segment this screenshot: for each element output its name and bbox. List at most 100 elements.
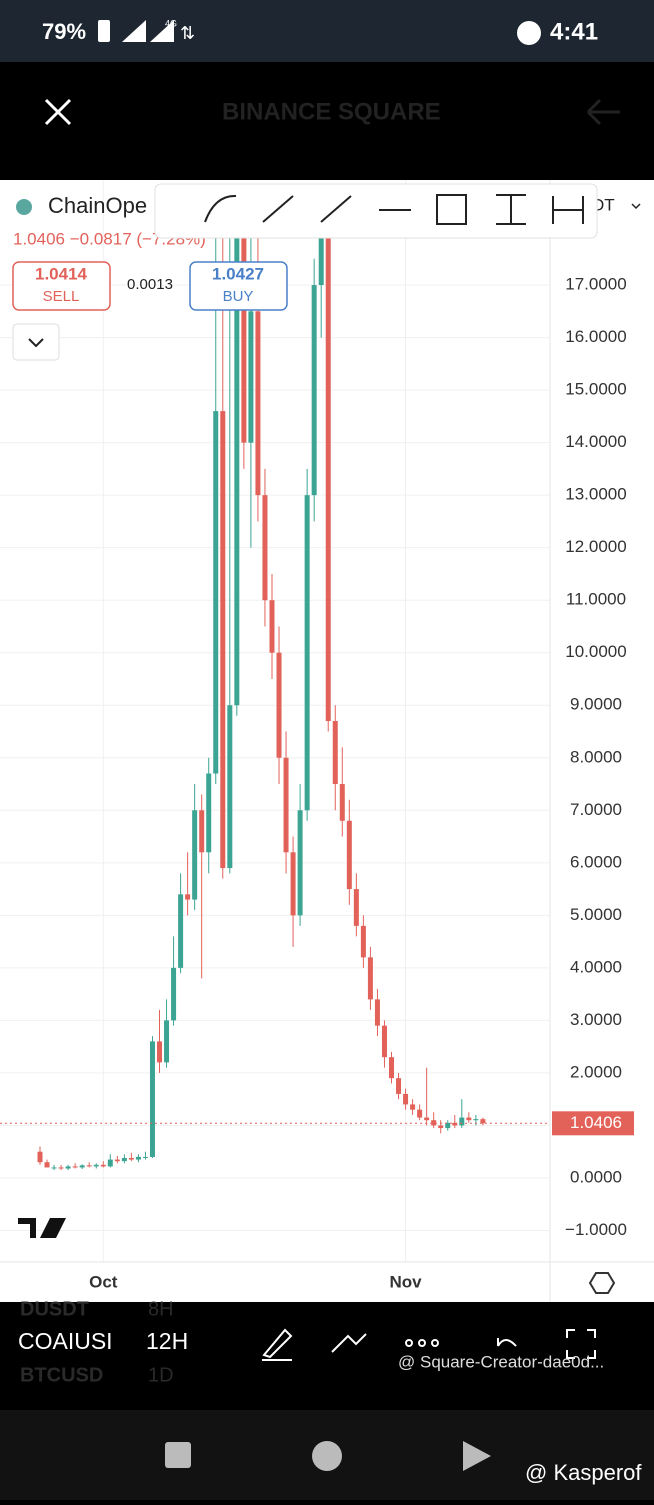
tool-line[interactable] (320, 195, 352, 223)
close-button[interactable] (44, 98, 72, 126)
interval-picker[interactable]: 12H (146, 1328, 188, 1354)
candle-body (100, 1164, 106, 1167)
sell-label: SELL (43, 288, 80, 305)
back-icon[interactable] (586, 98, 620, 126)
candle-body (44, 1162, 50, 1168)
candle-body (107, 1159, 113, 1167)
collapse-button[interactable] (12, 323, 60, 361)
signal-icon (122, 20, 146, 42)
draw-button[interactable] (262, 1328, 293, 1361)
symbol-picker[interactable]: COAIUSI (18, 1328, 113, 1354)
candle-body (269, 600, 275, 653)
chevron (28, 338, 44, 348)
candle-body (72, 1166, 78, 1168)
y-tick-label: 7.0000 (570, 800, 622, 819)
candle-body (290, 852, 296, 916)
candle-body (58, 1167, 64, 1169)
candle-body (178, 894, 184, 968)
candle-body (410, 1104, 416, 1110)
next-symbol: BTCUSD (20, 1364, 103, 1386)
candle-body (480, 1119, 486, 1124)
y-tick-label: 10.0000 (565, 642, 626, 661)
tool-hmeasure[interactable] (552, 196, 584, 224)
y-tick-label: −1.0000 (565, 1220, 627, 1239)
y-tick-label: 15.0000 (565, 380, 626, 399)
tool-curve[interactable] (204, 194, 237, 223)
y-tick-label: 5.0000 (570, 905, 622, 924)
candle-body (51, 1167, 57, 1169)
indicator-button[interactable] (331, 1333, 367, 1353)
x-tick-label: Nov (389, 1272, 422, 1291)
candle-body (332, 721, 338, 785)
candle-body (283, 757, 289, 853)
candle-body (346, 820, 352, 890)
candle-body (424, 1117, 430, 1121)
home-button[interactable] (312, 1441, 342, 1471)
pair-suffix: DT (592, 195, 615, 214)
candle-body (389, 1057, 394, 1079)
header-title: BINANCE SQUARE (222, 98, 441, 125)
bottom-toolbar (0, 1302, 654, 1410)
tool-vmeasure[interactable] (496, 194, 526, 225)
drawing-toolbar (154, 183, 598, 239)
y-tick-label: 9.0000 (570, 695, 622, 714)
battery-icon (98, 20, 110, 42)
prev-interval: 8H (148, 1298, 174, 1320)
candle-body (311, 285, 317, 496)
recents-button[interactable] (165, 1442, 191, 1468)
candle-body (79, 1165, 85, 1168)
candle-body (360, 925, 366, 958)
undo-button[interactable] (497, 1338, 517, 1347)
candle-body (206, 773, 212, 853)
tool-arrow[interactable] (262, 195, 294, 223)
fullscreen-button[interactable] (566, 1329, 596, 1359)
app-icon (517, 21, 541, 45)
candle-body (403, 1093, 409, 1105)
candle-body (445, 1122, 451, 1129)
symbol-name: ChainOpe (48, 193, 147, 218)
candle-body (304, 495, 310, 811)
candle-body (86, 1165, 92, 1167)
y-tick-label: 2.0000 (570, 1062, 622, 1081)
clock: 4:41 (550, 18, 598, 45)
settings-icon[interactable] (588, 1272, 616, 1294)
back-button[interactable] (463, 1441, 491, 1471)
candle-body (171, 967, 177, 1021)
candle-body (367, 957, 373, 1000)
candle-body (192, 810, 198, 900)
sell-button[interactable] (12, 261, 111, 311)
tool-rect[interactable] (436, 194, 467, 225)
candle-body (199, 810, 205, 853)
prev-symbol: DUSDT (20, 1298, 89, 1320)
y-tick-label: 8.0000 (570, 747, 622, 766)
y-tick-label: 0.0000 (570, 1167, 622, 1186)
candle-body (121, 1158, 127, 1162)
y-tick-label: 17.0000 (565, 275, 626, 294)
data-icon: ⇅ (180, 23, 195, 43)
price-tag-label: 1.0406 (570, 1113, 622, 1132)
candle-body (438, 1125, 444, 1129)
candle-body (241, 232, 247, 443)
drawing-tools (204, 194, 584, 225)
candle-body (452, 1122, 458, 1126)
candle-body (459, 1117, 465, 1126)
y-tick-label: 14.0000 (565, 432, 626, 451)
dropdown[interactable] (631, 203, 641, 210)
next-interval: 1D (148, 1364, 174, 1386)
candle-body (164, 1020, 170, 1063)
candle-body (227, 705, 233, 869)
more-button[interactable] (405, 1339, 439, 1347)
signal-icon (150, 20, 174, 42)
y-tick-label: 4.0000 (570, 957, 622, 976)
battery: 79% (42, 19, 86, 44)
buy-button[interactable] (189, 261, 288, 311)
candle-body (149, 1041, 155, 1157)
spread: 0.0013 (127, 276, 173, 293)
candle-body (65, 1166, 71, 1169)
candle-body (276, 652, 282, 758)
candle-body (220, 411, 226, 869)
candle-body (381, 1025, 387, 1058)
y-tick-label: 11.0000 (566, 590, 626, 609)
candle-body (339, 784, 345, 821)
